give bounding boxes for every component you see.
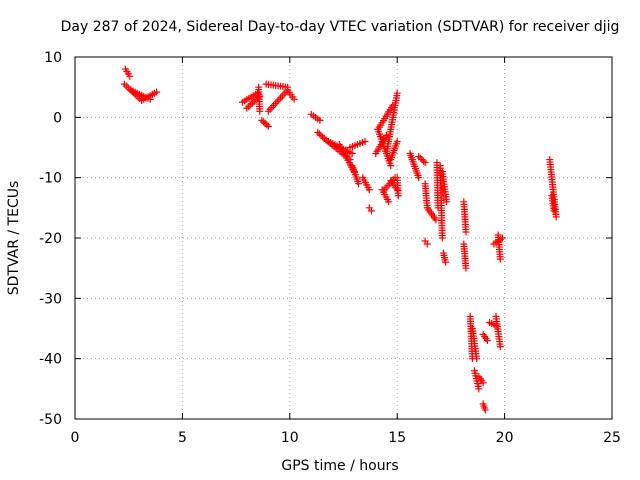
data-point bbox=[393, 89, 401, 97]
data-point bbox=[316, 116, 324, 124]
data-point bbox=[432, 216, 440, 224]
y-tick-label-6: 10 bbox=[44, 50, 62, 66]
data-point bbox=[317, 131, 325, 139]
data-point bbox=[263, 121, 271, 129]
data-point bbox=[126, 72, 134, 80]
data-point bbox=[475, 385, 483, 393]
data-point bbox=[550, 207, 558, 215]
data-point bbox=[481, 406, 489, 414]
y-tick-label-1: -40 bbox=[39, 352, 62, 368]
y-tick-label-0: -50 bbox=[39, 412, 62, 428]
chart-title: Day 287 of 2024, Sidereal Day-to-day VTE… bbox=[61, 19, 620, 35]
data-point bbox=[248, 99, 256, 107]
data-point bbox=[443, 198, 451, 206]
data-point bbox=[421, 159, 429, 167]
data-point bbox=[245, 103, 253, 111]
x-tick-label-0: 0 bbox=[71, 430, 80, 446]
data-point bbox=[367, 207, 375, 215]
data-point bbox=[473, 355, 481, 363]
data-point bbox=[258, 116, 266, 124]
data-point bbox=[315, 130, 323, 138]
x-axis-label: GPS time / hours bbox=[281, 458, 398, 474]
data-point bbox=[438, 234, 446, 242]
data-point bbox=[393, 137, 401, 145]
data-point bbox=[146, 95, 154, 103]
data-point bbox=[261, 119, 269, 127]
data-point bbox=[418, 156, 426, 164]
data-point bbox=[496, 255, 504, 263]
data-point bbox=[243, 104, 251, 112]
data-point bbox=[361, 137, 369, 145]
x-tick-label-2: 10 bbox=[281, 430, 299, 446]
data-point bbox=[442, 258, 450, 266]
data-point bbox=[483, 337, 491, 345]
data-point bbox=[365, 186, 373, 194]
data-point bbox=[385, 198, 393, 206]
data-point bbox=[264, 122, 272, 130]
data-point bbox=[394, 192, 402, 200]
data-point bbox=[259, 118, 267, 126]
x-tick-label-5: 25 bbox=[603, 430, 621, 446]
data-points bbox=[120, 65, 560, 414]
data-point bbox=[290, 95, 298, 103]
data-point bbox=[479, 379, 487, 387]
x-tick-label-4: 20 bbox=[496, 430, 514, 446]
data-point bbox=[256, 107, 264, 115]
grid bbox=[75, 57, 612, 419]
axes bbox=[74, 56, 613, 420]
data-point bbox=[552, 213, 560, 221]
y-tick-label-5: 0 bbox=[53, 110, 62, 126]
data-point bbox=[496, 343, 504, 351]
data-point bbox=[348, 150, 356, 158]
data-point bbox=[415, 174, 423, 182]
tick-labels: 0 5 10 15 20 25 -50 -40 -30 -20 -10 0 10 bbox=[39, 50, 621, 446]
data-point bbox=[153, 88, 161, 96]
data-point bbox=[319, 133, 327, 141]
data-point bbox=[415, 153, 423, 161]
data-point bbox=[492, 321, 500, 329]
data-point bbox=[355, 180, 363, 188]
y-tick-label-2: -30 bbox=[39, 291, 62, 307]
data-point bbox=[423, 240, 431, 248]
data-point bbox=[382, 131, 390, 139]
y-tick-label-3: -20 bbox=[39, 231, 62, 247]
x-tick-label-1: 5 bbox=[178, 430, 187, 446]
data-point bbox=[420, 157, 428, 165]
data-point bbox=[314, 128, 322, 136]
y-tick-label-4: -10 bbox=[39, 171, 62, 187]
data-point bbox=[247, 101, 255, 109]
data-point bbox=[387, 162, 395, 170]
y-axis-label: SDTVAR / TECUs bbox=[6, 181, 22, 296]
data-point bbox=[498, 234, 506, 242]
data-point bbox=[462, 228, 470, 236]
x-tick-label-3: 15 bbox=[388, 430, 406, 446]
data-point bbox=[416, 154, 424, 162]
data-point bbox=[462, 264, 470, 272]
